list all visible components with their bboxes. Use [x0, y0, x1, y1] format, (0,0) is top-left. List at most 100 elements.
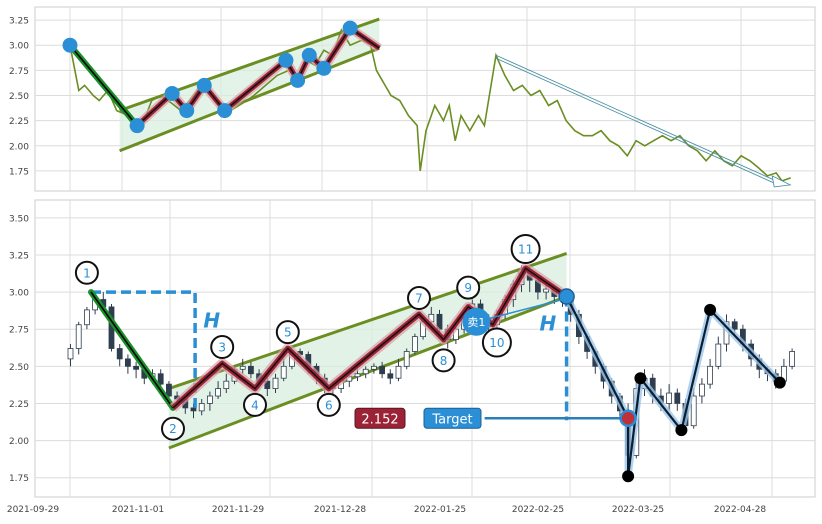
pivot-label-circle [510, 234, 541, 265]
detail-ytick-label: 2.50 [9, 363, 29, 373]
detail-price-box [354, 407, 406, 429]
pivot-label-circle [456, 275, 481, 300]
detail-h-label-left: H [203, 309, 220, 333]
candle-body [75, 324, 82, 349]
candle-body [707, 365, 713, 385]
pivot-label-circle [210, 335, 235, 360]
candle-body [690, 395, 697, 427]
candle-body [395, 365, 402, 379]
candle-body [165, 383, 172, 397]
detail-target-box [423, 407, 482, 429]
detail-ytick-label: 2.75 [9, 326, 29, 336]
pivot-label: 6 [325, 398, 333, 412]
pivot-label-circle [431, 348, 456, 373]
candle-body [215, 388, 222, 397]
detail-ytick-label: 3.25 [9, 251, 29, 261]
overview-pivot-marker [342, 20, 358, 36]
overview-pivot-marker [196, 77, 212, 93]
overview-pivot-marker [179, 103, 195, 119]
overview-channel-upper [119, 17, 380, 112]
overview-ytick-label: 2.75 [9, 67, 29, 77]
pivot-label: 11 [518, 243, 533, 257]
detail-xtick-label: 2022-03-25 [612, 505, 664, 515]
overview-pivot-marker [301, 47, 317, 63]
pivot-label: 10 [489, 336, 504, 350]
candle-body [67, 348, 74, 360]
detail-sell-label: 卖1 [467, 316, 485, 329]
pivot-label-circle [275, 320, 300, 345]
overview-pivot-marker [278, 52, 294, 68]
pivot-label: 3 [218, 341, 226, 355]
overview-projection-arrow-edge [495, 57, 777, 185]
forecast-node-marker [634, 372, 647, 385]
detail-xtick-label: 2021-09-29 [7, 505, 60, 515]
detail-xtick-label: 2022-01-25 [414, 505, 466, 515]
detail-xtick-label: 2022-02-25 [512, 505, 564, 515]
overview-ytick-label: 2.00 [9, 142, 29, 152]
candle-body [190, 407, 197, 412]
overview-ytick-label: 2.25 [9, 117, 29, 127]
candle-body [198, 403, 205, 412]
overview-projection-arrowhead [771, 175, 792, 188]
candle-body [379, 365, 386, 375]
detail-price-box-label: 2.152 [361, 412, 398, 427]
forecast-node-marker [622, 470, 635, 483]
detail-ytick-label: 2.00 [9, 437, 29, 447]
detail-h-label-right: H [540, 312, 557, 336]
detail-target-marker [619, 409, 637, 428]
candle-body [116, 348, 123, 360]
pivot-label: 7 [415, 292, 423, 306]
pivot-label-circle [316, 392, 341, 417]
detail-height-measure-left [91, 290, 197, 408]
overview-pivot-marker [62, 37, 78, 53]
pivot-label-circle [74, 260, 99, 285]
pivot-label-circle [243, 392, 267, 417]
detail-ytick-label: 3.00 [9, 289, 29, 299]
overview-pivot-marker [316, 60, 332, 76]
detail-zigzag-core [172, 267, 568, 409]
candle-body [354, 373, 361, 378]
candle-body [731, 321, 738, 330]
overview-ytick-label: 1.75 [9, 167, 29, 177]
overview-channel-lower [119, 46, 380, 153]
candle-body [84, 309, 90, 326]
pivot-label: 4 [251, 398, 259, 412]
candle-body [125, 358, 131, 367]
detail-ytick-label: 3.50 [9, 214, 29, 224]
overview-leg-line [69, 44, 138, 127]
candle-body [239, 365, 246, 370]
overview-ytick-label: 2.50 [9, 92, 29, 102]
detail-xtick-label: 2021-11-29 [212, 505, 265, 515]
overview-pivot-marker [290, 72, 306, 88]
candle-body [715, 343, 722, 367]
pivot-label: 9 [464, 281, 472, 295]
detail-sell-marker [462, 307, 491, 336]
detail-sell-connector [476, 297, 567, 323]
pivot-label: 5 [284, 326, 292, 340]
detail-channel-upper [168, 252, 568, 391]
detail-xtick-label: 2022-04-28 [714, 505, 767, 515]
detail-xtick-label: 2021-11-01 [112, 505, 164, 515]
pivot-label: 8 [440, 354, 448, 368]
pivot-label-circle [407, 286, 431, 311]
candle-body [280, 365, 287, 379]
pivot-label: 2 [169, 422, 177, 436]
detail-leg-line [90, 291, 174, 409]
candle-body [543, 288, 549, 293]
detail-target-box-label: Target [431, 412, 472, 427]
overview-projection-arrow [495, 54, 777, 182]
candle-body [370, 365, 377, 370]
candle-body [206, 395, 213, 404]
pivot-label-circle [161, 416, 185, 441]
candle-body [789, 351, 795, 367]
detail-panel: 2021-09-29 2021-11-01 2021-11-29 2021-12-28… [7, 199, 816, 515]
overview-ytick-label: 3.25 [9, 17, 29, 27]
overview-pivot-marker [129, 118, 145, 134]
candle-body [133, 365, 140, 370]
forecast-node-marker [704, 303, 717, 316]
detail-ytick-label: 1.75 [9, 474, 29, 484]
overview-panel: 3.25 3.00 2.75 2.50 2.25 2.00 1.75 [9, 6, 816, 192]
candle-body [272, 377, 279, 389]
candle-body [411, 336, 418, 352]
